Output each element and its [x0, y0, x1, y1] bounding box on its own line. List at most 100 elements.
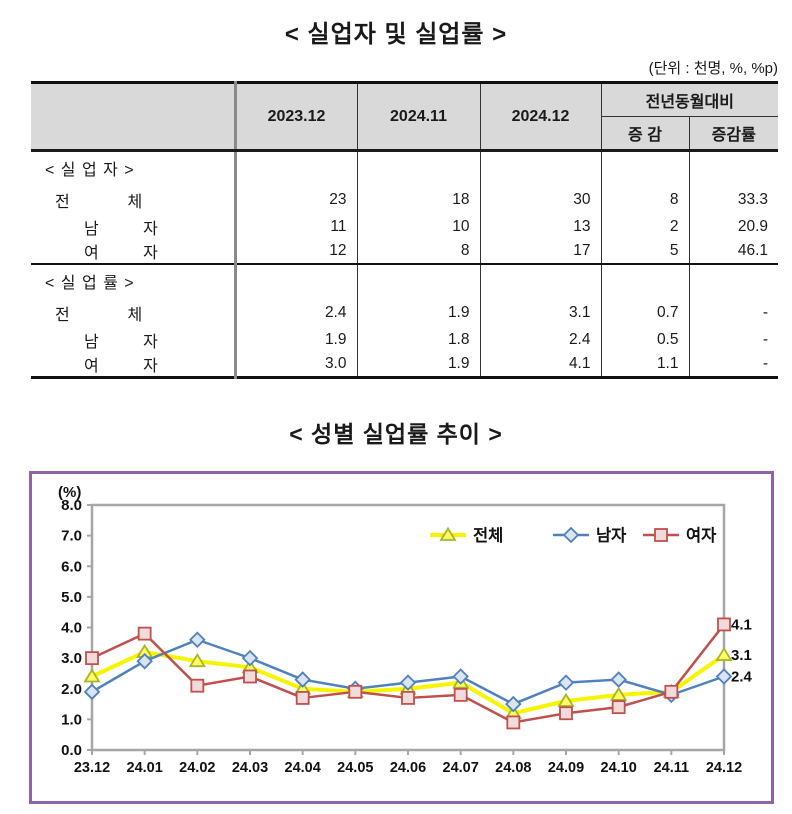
diamond-marker-icon: [715, 668, 733, 685]
table-cell: 13: [479, 215, 601, 239]
square-marker-icon: [243, 669, 257, 684]
table-cell: 33.3: [688, 184, 779, 215]
table-cell: -: [688, 328, 779, 352]
header-yoy-rate: 증감률: [688, 116, 779, 152]
diamond-marker-icon: [294, 671, 311, 688]
x-axis: 23.12 24.01 24.02 24.03 24.04 24.05 24.06 24.07…: [74, 750, 742, 776]
table-row: 여 자 3.0 1.9 4.1 1.1-: [31, 352, 779, 378]
trend-chart-svg: (%) 0.0 1.0 2.0 3.0 4.0 5.0 6.0 7.0 8.0 23.12 24.01…: [58, 484, 753, 776]
row-label: 남 자: [84, 334, 158, 351]
square-marker-icon: [295, 691, 310, 705]
row-label: 여 자: [84, 358, 158, 375]
table-cell: [600, 150, 689, 184]
square-marker-icon: [401, 691, 415, 705]
table-cell: 1.1: [600, 352, 689, 378]
chart-legend: 전체 남자 여자: [430, 526, 717, 545]
table-cell: 5: [600, 239, 689, 264]
triangle-marker-icon: [188, 652, 206, 668]
table-cell: 1.8: [356, 328, 480, 352]
table-cell: [233, 263, 357, 297]
y-tick-label: 8.0: [61, 497, 82, 514]
series-female-end-label: 4.1: [731, 616, 752, 633]
table-cell: [600, 263, 689, 297]
header-empty-cell: [31, 82, 235, 152]
header-yoy-diff: 증 감: [600, 116, 689, 152]
legend-label: 여자: [686, 526, 717, 545]
table-cell: 12: [233, 239, 357, 264]
series-female-line: [91, 623, 725, 724]
y-tick-label: 2.0: [61, 681, 82, 698]
unit-note: (단위 : 천명, %, %p): [648, 60, 778, 77]
y-axis-unit-label: (%): [58, 484, 81, 501]
square-marker-icon: [137, 626, 152, 641]
table-cell: 46.1: [688, 239, 779, 264]
diamond-marker-icon: [505, 695, 522, 713]
square-marker-icon: [506, 715, 521, 730]
header-col-2024-12: 2024.12: [479, 82, 601, 152]
header-yoy: 전년동월대비: [600, 82, 779, 117]
unemployment-table: 2023.12 2024.11 2024.12 전년동월대비 증 감 증감률 <…: [31, 81, 779, 379]
plot-area-border: [90, 503, 726, 752]
diamond-marker-icon: [562, 526, 580, 544]
table-body: < 실 업 자 > 전 체 23 18 30 8 33.3 남 자 11 10 13 2 20.9 여 자…: [31, 150, 779, 378]
row-label: 전 체: [55, 193, 143, 211]
table-row: 여 자 12 8 17 5 46.1: [31, 239, 779, 264]
table-cell: 2: [600, 215, 689, 239]
diamond-marker-icon: [241, 649, 259, 667]
table-cell: 1.9: [356, 352, 480, 378]
table-cell: 10: [356, 215, 480, 239]
series-total-end-label: 3.1: [731, 647, 752, 664]
table-cell: 2.4: [233, 297, 357, 328]
table-cell: [688, 150, 779, 184]
table-cell: [233, 150, 357, 184]
y-tick-label: 5.0: [61, 589, 82, 606]
table-cell: 30: [479, 184, 601, 215]
header-col-2023-12: 2023.12: [233, 82, 357, 152]
square-marker-icon: [654, 528, 668, 542]
x-tick-label: 24.03: [232, 760, 268, 776]
x-tick-label: 24.10: [601, 760, 637, 776]
table-row: 전 체 2.4 1.9 3.1 0.7-: [31, 297, 779, 328]
x-tick-label: 23.12: [74, 760, 110, 776]
x-tick-label: 24.02: [179, 760, 215, 776]
diamond-marker-icon: [189, 631, 206, 649]
table-cell: -: [688, 352, 779, 378]
table-cell: 0.7: [600, 297, 689, 328]
x-tick-label: 24.07: [443, 760, 479, 776]
row-label: 전 체: [55, 306, 143, 324]
x-tick-label: 24.11: [654, 760, 690, 776]
square-marker-icon: [85, 651, 99, 666]
table-row: 남 자 1.9 1.8 2.4 0.5-: [31, 328, 779, 352]
table-cell: 18: [356, 184, 480, 215]
square-marker-icon: [664, 684, 679, 699]
table-cell: 2.4: [479, 328, 601, 352]
triangle-marker-icon: [610, 686, 628, 701]
table-cell: 11: [233, 215, 357, 239]
y-tick-label: 6.0: [61, 558, 82, 575]
x-tick-label: 24.09: [548, 760, 584, 776]
square-marker-icon: [348, 684, 363, 699]
table-cell: 8: [600, 184, 689, 215]
square-marker-icon: [717, 617, 731, 632]
y-tick-label: 4.0: [61, 620, 82, 637]
table-cell: [688, 263, 779, 297]
y-tick-label: 7.0: [61, 528, 82, 545]
series-female: [85, 617, 731, 730]
diamond-marker-icon: [452, 668, 469, 685]
y-tick-label: 0.0: [61, 742, 82, 759]
table-cell: [356, 263, 480, 297]
chart-title: < 성별 실업률 추이 >: [289, 421, 503, 447]
table-row: 남 자 11 10 13 2 20.9: [31, 215, 779, 239]
legend-label: 전체: [473, 526, 503, 545]
x-tick-label: 24.01: [127, 760, 163, 776]
row-label: 남 자: [84, 221, 158, 238]
x-tick-label: 24.04: [285, 760, 321, 776]
square-marker-icon: [453, 687, 468, 702]
table-cell: 0.5: [600, 328, 689, 352]
table-cell: 8: [356, 239, 480, 264]
x-tick-label: 24.12: [706, 760, 742, 776]
table-row: 전 체 23 18 30 8 33.3: [31, 184, 779, 215]
x-tick-label: 24.06: [390, 760, 426, 776]
series-male-end-label: 2.4: [731, 669, 753, 686]
y-axis: 0.0 1.0 2.0 3.0 4.0 5.0 6.0 7.0 8.0: [61, 497, 92, 759]
